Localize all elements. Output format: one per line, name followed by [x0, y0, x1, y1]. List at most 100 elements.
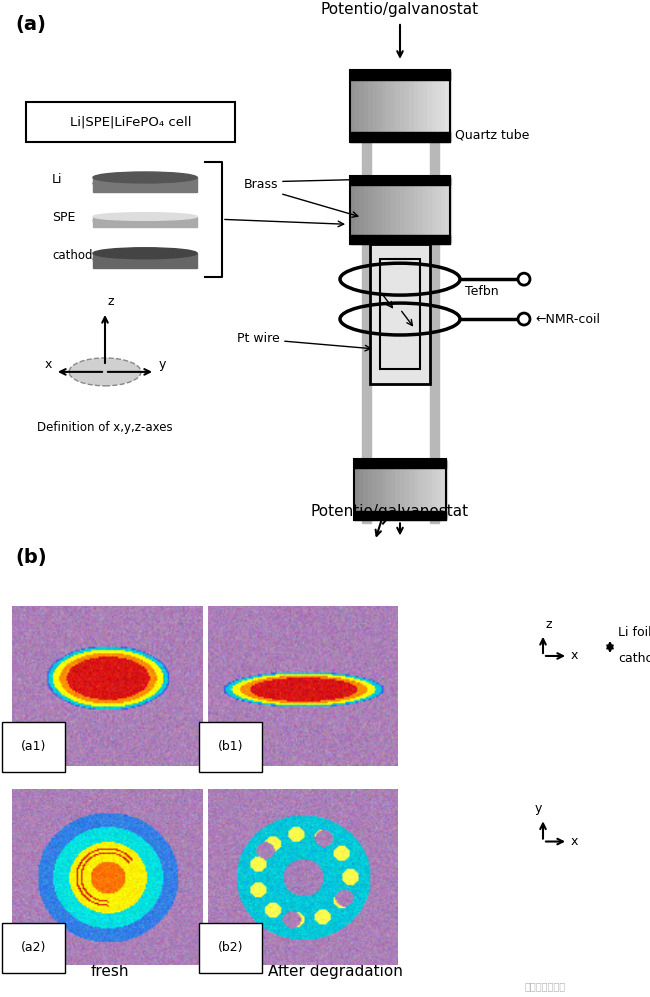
Bar — [391, 72, 396, 140]
Bar — [350, 70, 450, 142]
Bar — [93, 253, 197, 268]
Text: Li foil: Li foil — [618, 626, 650, 639]
Bar — [441, 178, 446, 242]
Ellipse shape — [93, 212, 197, 220]
Bar — [436, 72, 441, 140]
Bar — [413, 178, 419, 242]
Bar — [354, 461, 359, 518]
Ellipse shape — [69, 358, 141, 386]
Bar — [368, 178, 373, 242]
Bar — [445, 72, 450, 140]
Text: cathode: cathode — [618, 652, 650, 665]
Bar — [427, 178, 432, 242]
Bar — [382, 178, 387, 242]
Text: Li: Li — [52, 172, 62, 186]
Text: Pt wire: Pt wire — [237, 332, 280, 346]
FancyBboxPatch shape — [26, 102, 235, 142]
Bar — [354, 511, 446, 520]
Bar — [382, 72, 387, 140]
Bar — [422, 178, 428, 242]
Bar — [437, 461, 442, 518]
Bar — [395, 461, 400, 518]
Bar — [395, 178, 400, 242]
Bar — [422, 72, 428, 140]
Bar — [362, 70, 371, 523]
Bar — [382, 461, 387, 518]
Bar — [370, 244, 430, 384]
Bar — [413, 72, 419, 140]
Text: 储能科学与技术: 储能科学与技术 — [525, 981, 566, 991]
Ellipse shape — [93, 247, 197, 259]
Bar — [372, 178, 378, 242]
Bar — [430, 70, 439, 523]
Text: (a): (a) — [15, 15, 46, 34]
Bar — [368, 72, 373, 140]
Circle shape — [518, 313, 530, 325]
Bar — [354, 459, 446, 468]
Text: (b): (b) — [15, 547, 47, 566]
Bar — [372, 461, 378, 518]
Bar — [409, 178, 414, 242]
Ellipse shape — [93, 253, 197, 264]
Text: SPE: SPE — [52, 210, 75, 224]
Bar — [350, 132, 450, 142]
Bar — [391, 178, 396, 242]
Text: Definition of x,y,z-axes: Definition of x,y,z-axes — [37, 421, 173, 434]
Bar — [391, 461, 396, 518]
Bar — [432, 72, 437, 140]
Bar — [363, 461, 369, 518]
Bar — [386, 72, 391, 140]
Text: Quartz tube: Quartz tube — [455, 128, 529, 142]
Text: z: z — [108, 295, 114, 308]
Bar — [380, 259, 420, 369]
Bar — [386, 461, 391, 518]
Bar — [428, 461, 433, 518]
Bar — [400, 461, 405, 518]
Bar — [404, 178, 410, 242]
Bar — [386, 178, 391, 242]
Ellipse shape — [93, 217, 197, 224]
Text: y: y — [535, 803, 542, 816]
Text: x: x — [571, 835, 578, 848]
Bar — [418, 72, 423, 140]
Text: Potentio/galvanostat: Potentio/galvanostat — [311, 503, 469, 518]
Bar — [359, 72, 364, 140]
Bar — [363, 178, 369, 242]
Bar — [377, 72, 382, 140]
Text: fresh: fresh — [91, 964, 129, 979]
Text: (a1): (a1) — [21, 741, 47, 754]
Bar — [419, 461, 424, 518]
Bar — [423, 461, 428, 518]
Bar — [441, 461, 447, 518]
Text: ←NMR-coil: ←NMR-coil — [535, 312, 600, 326]
Bar — [395, 72, 400, 140]
Text: Tefbn: Tefbn — [465, 284, 499, 298]
Text: y: y — [159, 358, 166, 371]
Circle shape — [518, 273, 530, 285]
Text: x: x — [45, 358, 53, 371]
Bar — [445, 178, 450, 242]
Ellipse shape — [93, 177, 197, 189]
Bar — [350, 235, 450, 244]
Bar — [436, 178, 441, 242]
Bar — [350, 176, 450, 185]
Text: (b2): (b2) — [218, 941, 243, 954]
Bar — [410, 461, 414, 518]
Text: Li|SPE|LiFePO₄ cell: Li|SPE|LiFePO₄ cell — [70, 115, 191, 129]
Bar — [441, 72, 446, 140]
Text: Brass: Brass — [244, 177, 278, 191]
Bar — [354, 459, 446, 520]
Text: (b1): (b1) — [218, 741, 243, 754]
Text: Potentio/galvanostat: Potentio/galvanostat — [321, 2, 479, 17]
Bar — [377, 461, 382, 518]
Bar — [404, 72, 410, 140]
Bar — [354, 178, 359, 242]
Text: x: x — [571, 649, 578, 662]
Bar — [400, 178, 405, 242]
Bar — [359, 461, 364, 518]
Bar — [418, 178, 423, 242]
Bar — [368, 461, 373, 518]
Bar — [400, 72, 405, 140]
Text: z: z — [546, 618, 552, 631]
Text: After degradation: After degradation — [268, 964, 402, 979]
